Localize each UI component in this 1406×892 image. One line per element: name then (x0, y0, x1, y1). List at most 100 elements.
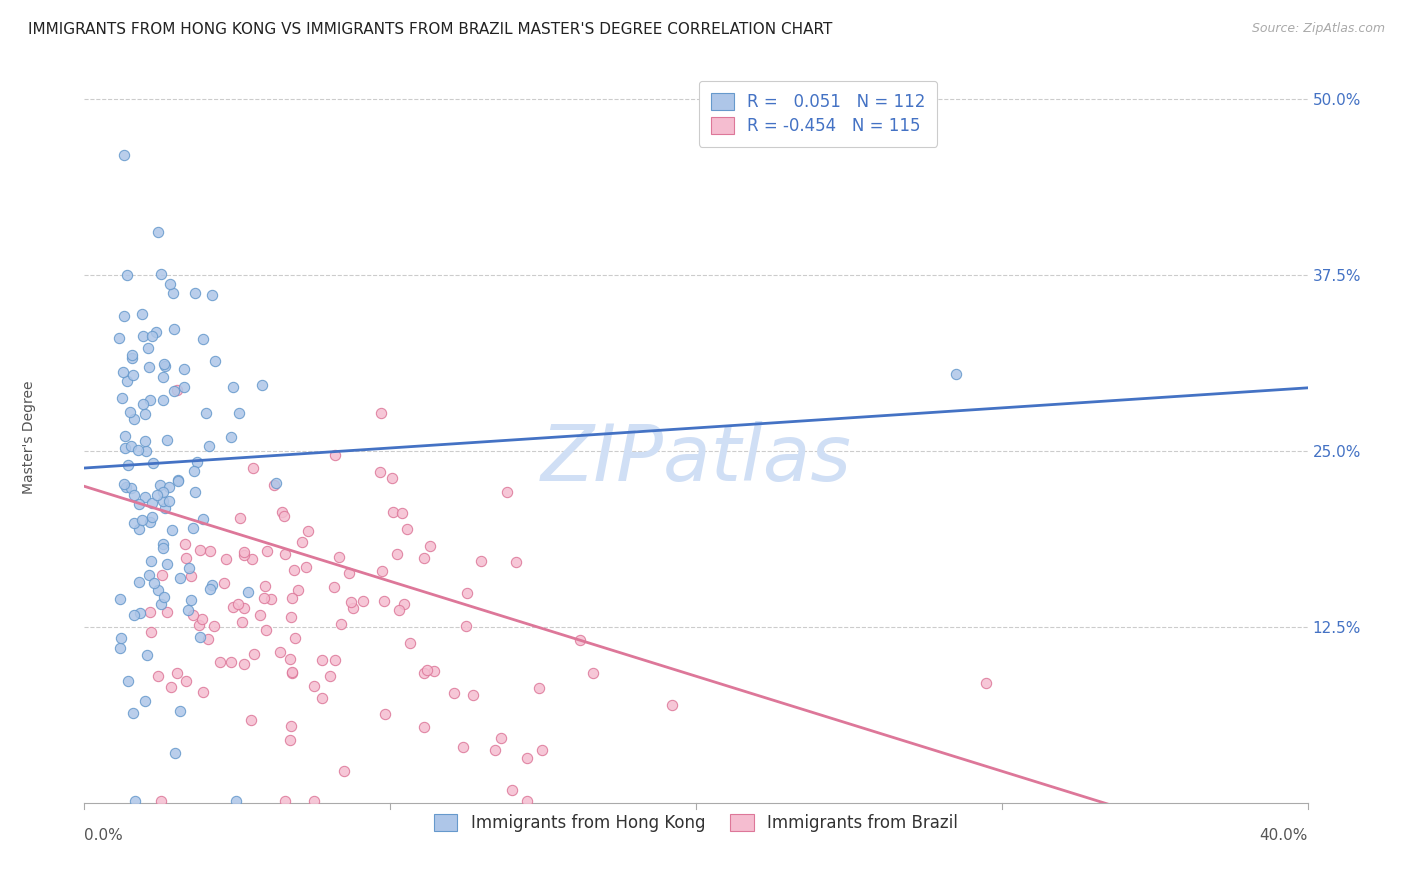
Point (152, 536, 174, 550)
Point (134, 434, 156, 448)
Point (184, 286, 207, 301)
Point (323, 653, 346, 667)
Point (162, 285, 184, 300)
Point (256, 543, 278, 558)
Point (188, 630, 211, 644)
Point (177, 603, 200, 617)
Point (381, 505, 404, 519)
Point (169, 705, 191, 719)
Point (157, 480, 180, 494)
Point (141, 624, 163, 639)
Point (150, 568, 173, 582)
Point (515, 794, 537, 808)
Point (188, 543, 211, 558)
Point (388, 603, 411, 617)
Point (278, 651, 301, 665)
Point (141, 510, 163, 524)
Point (169, 571, 191, 585)
Point (501, 782, 523, 797)
Point (204, 618, 226, 632)
Point (219, 430, 242, 444)
Point (110, 631, 132, 645)
Point (149, 597, 172, 611)
Point (232, 549, 254, 563)
Point (131, 307, 153, 321)
Point (128, 497, 150, 511)
Point (413, 721, 436, 735)
Point (454, 619, 477, 633)
Point (114, 479, 136, 493)
Point (231, 615, 253, 629)
Point (222, 380, 245, 394)
Point (134, 491, 156, 505)
Point (337, 566, 360, 581)
Point (240, 713, 263, 727)
Point (392, 598, 415, 612)
Point (412, 665, 434, 680)
Point (470, 554, 492, 568)
Point (181, 521, 204, 535)
Point (127, 443, 149, 458)
Point (114, 442, 136, 456)
Point (108, 591, 131, 606)
Legend: Immigrants from Hong Kong, Immigrants from Brazil: Immigrants from Hong Kong, Immigrants fr… (425, 804, 967, 842)
Point (413, 551, 436, 566)
Point (183, 464, 205, 478)
Point (253, 579, 276, 593)
Point (135, 444, 157, 458)
Point (569, 633, 592, 648)
Point (128, 522, 150, 536)
Point (152, 485, 174, 500)
Point (155, 557, 177, 571)
Point (122, 607, 145, 622)
Point (146, 488, 169, 502)
Point (160, 681, 183, 695)
Point (122, 411, 145, 425)
Point (228, 405, 250, 419)
Point (148, 583, 170, 598)
Point (157, 494, 180, 508)
Point (115, 374, 138, 388)
Point (222, 599, 245, 614)
Point (132, 329, 155, 343)
Point (325, 448, 347, 462)
Point (145, 325, 167, 339)
Point (153, 358, 176, 372)
Point (139, 554, 162, 568)
Point (186, 455, 208, 469)
Point (122, 516, 145, 530)
Point (294, 559, 316, 574)
Point (143, 576, 166, 591)
Point (198, 543, 221, 558)
Point (219, 655, 242, 669)
Point (229, 510, 252, 524)
Text: Source: ZipAtlas.com: Source: ZipAtlas.com (1251, 22, 1385, 36)
Point (204, 354, 226, 368)
Point (274, 794, 297, 808)
Point (395, 522, 418, 536)
Point (333, 764, 356, 778)
Point (173, 362, 195, 376)
Point (159, 277, 181, 291)
Point (249, 607, 271, 622)
Point (238, 584, 260, 599)
Point (200, 577, 222, 591)
Point (280, 733, 302, 747)
Point (260, 592, 283, 607)
Point (302, 679, 325, 693)
Point (156, 605, 179, 619)
Point (121, 348, 143, 362)
Point (188, 618, 211, 632)
Point (291, 534, 314, 549)
Point (134, 407, 156, 421)
Point (416, 663, 439, 677)
Point (134, 694, 156, 708)
Point (166, 383, 188, 397)
Point (124, 794, 146, 808)
Point (180, 568, 202, 582)
Point (451, 740, 474, 755)
Point (111, 391, 134, 405)
Point (381, 470, 404, 484)
Point (120, 439, 142, 453)
Point (287, 582, 309, 597)
